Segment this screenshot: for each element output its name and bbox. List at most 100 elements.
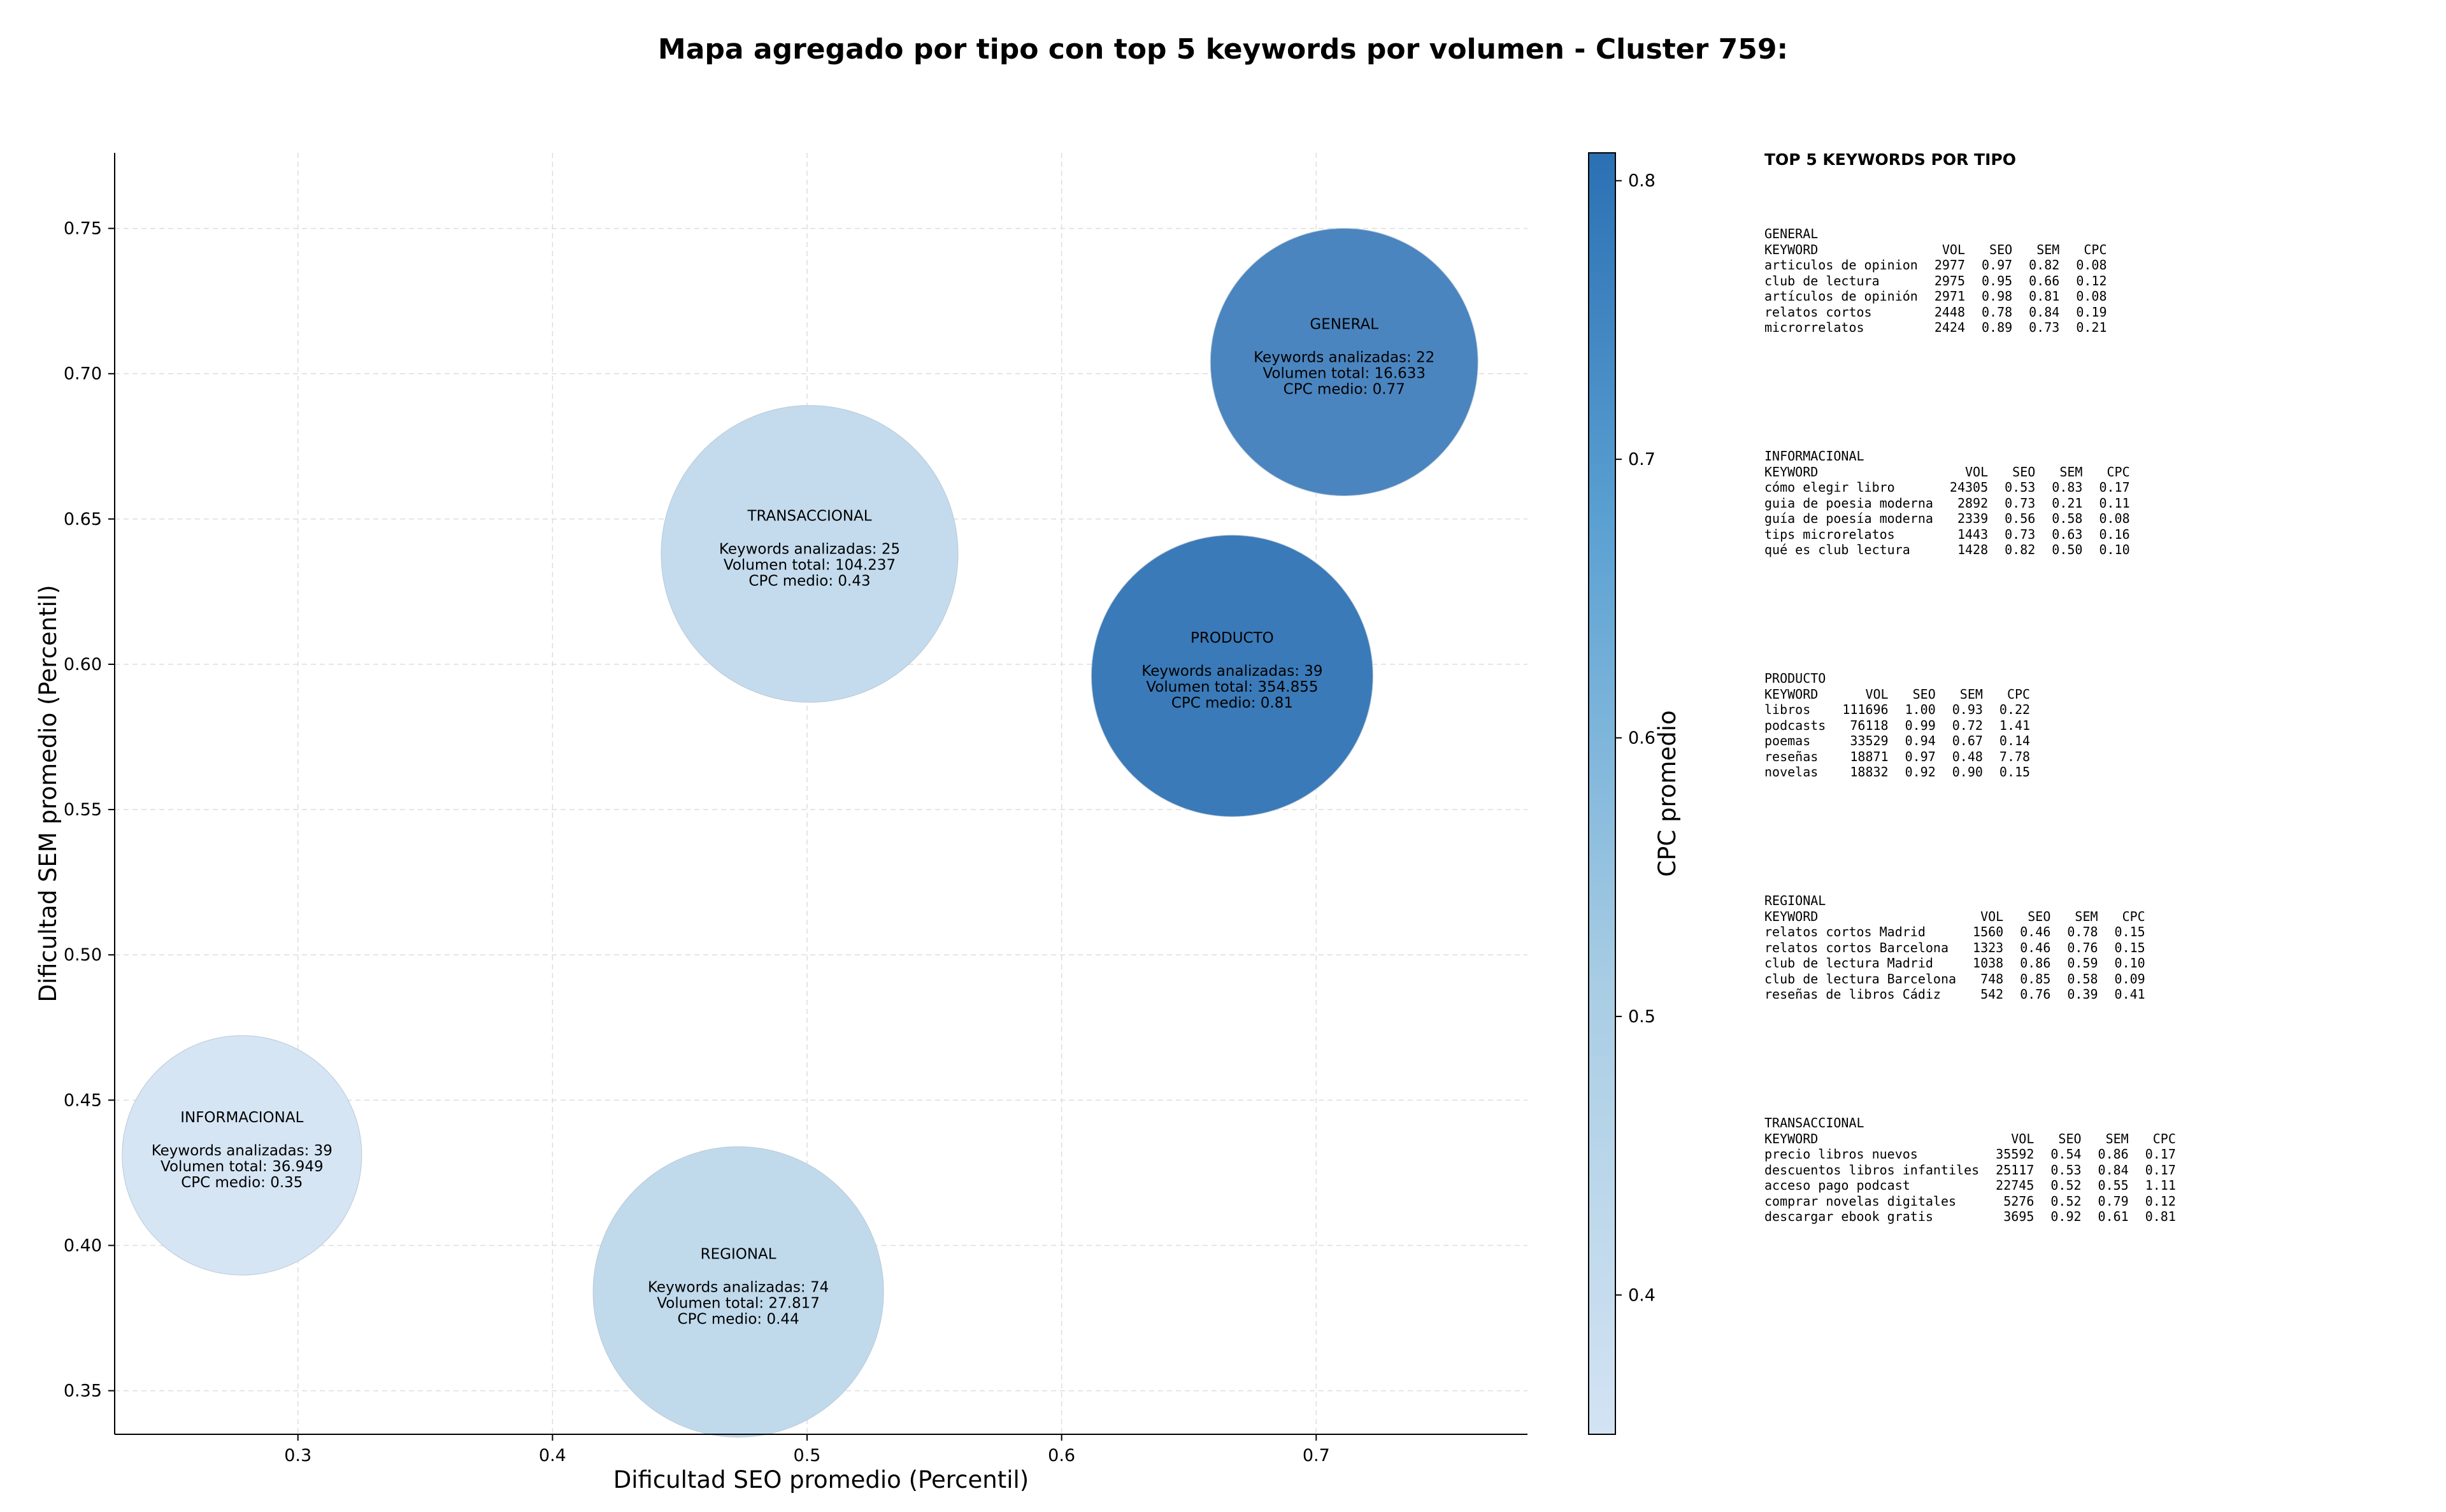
x-axis-label: Dificultad SEO promedio (Percentil) [613, 1466, 1029, 1494]
metric-cell: 25117 [1996, 1162, 2035, 1178]
keyword-cell: relatos cortos [1764, 304, 1872, 320]
metric-cell: 0.66 [2029, 273, 2060, 289]
metric-cell: 0.12 [2076, 273, 2107, 289]
keyword-group-type: TRANSACCIONAL [1764, 1115, 1864, 1130]
keyword-row: precio libros nuevos 35592 0.54 0.86 0.17 [1764, 1146, 2176, 1162]
metric-cell: 0.50 [2052, 542, 2083, 557]
keyword-table-header: KEYWORD VOL SEO SEM CPC [1764, 242, 2107, 258]
header-vol: VOL [1942, 241, 1965, 257]
header-keyword: KEYWORD [1764, 464, 1819, 480]
keyword-group-informacional: INFORMACIONAL KEYWORD VOL SEO SEM CPC cómo ele… [1764, 448, 2427, 671]
metric-cell: 0.83 [2052, 480, 2083, 495]
metric-cell: 0.92 [2050, 1209, 2082, 1224]
keyword-group-type: GENERAL [1764, 226, 1819, 241]
metric-cell: 0.78 [2067, 924, 2098, 939]
header-vol: VOL [2011, 1130, 2035, 1146]
metric-cell: 0.12 [2145, 1193, 2176, 1209]
metric-cell: 0.10 [2099, 542, 2130, 557]
header-vol: VOL [1980, 908, 2004, 924]
bubble-label-type: GENERAL [1310, 316, 1378, 332]
keyword-cell: libros [1764, 702, 1811, 717]
keyword-group-regional: REGIONAL KEYWORD VOL SEO SEM CPC relatos corto… [1764, 893, 2427, 1115]
keyword-cell: reseñas de libros Cádiz [1764, 987, 1941, 1002]
colorbar-ticks: 0.4 0.5 0.6 0.7 0.8 [1615, 171, 1656, 1305]
metric-cell: 0.46 [2020, 939, 2051, 955]
keyword-table: KEYWORD VOL SEO SEM CPC precio libros nuevos 3… [1764, 1131, 2176, 1225]
metric-cell: 1443 [1957, 526, 1989, 542]
header-keyword: KEYWORD [1764, 908, 1819, 924]
metric-cell: 0.52 [2050, 1178, 2082, 1193]
metric-cell: 1428 [1957, 542, 1989, 557]
metric-cell: 0.59 [2067, 955, 2098, 971]
top-keywords-title: TOP 5 KEYWORDS POR TIPO [1764, 150, 2016, 169]
metric-cell: 0.21 [2076, 320, 2107, 335]
keyword-cell: reseñas [1764, 748, 1819, 764]
colorbar-tick-label: 0.8 [1628, 171, 1656, 191]
metric-cell: 0.73 [2005, 495, 2036, 511]
bubble-label-keywords-label: Keywords analizadas: 22 [1254, 349, 1434, 366]
metric-cell: 0.16 [2099, 526, 2130, 542]
metric-cell: 1.11 [2145, 1178, 2176, 1193]
metric-cell: 0.89 [1982, 320, 2013, 335]
bubble-regional [592, 1146, 884, 1437]
keyword-row: reseñas de libros Cádiz 542 0.76 0.39 0.41 [1764, 987, 2145, 1002]
metric-cell: 0.56 [2005, 511, 2036, 526]
metric-cell: 0.11 [2099, 495, 2130, 511]
metric-cell: 0.81 [2029, 289, 2060, 304]
metric-cell: 1560 [1973, 924, 2004, 939]
y-tick-label: 0.60 [64, 655, 102, 674]
header-keyword: KEYWORD [1764, 241, 1819, 257]
keyword-row: guía de poesía moderna 2339 0.56 0.58 0.08 [1764, 511, 2130, 527]
metric-cell: 0.85 [2020, 971, 2051, 987]
bubble-label-cpc-label: CPC medio: 0.77 [1284, 381, 1405, 397]
bubble-label-cpc-label: CPC medio: 0.81 [1171, 695, 1293, 711]
metric-cell: 111696 [1842, 702, 1889, 717]
metric-cell: 22745 [1996, 1178, 2035, 1193]
keyword-row: podcasts 76118 0.99 0.72 1.41 [1764, 718, 2030, 734]
metric-cell: 2448 [1934, 304, 1965, 320]
metric-cell: 0.94 [1905, 733, 1936, 748]
bubble-label-volume-label: Volumen total: 354.855 [1146, 679, 1318, 695]
metric-cell: 2339 [1957, 511, 1989, 526]
keyword-group-transaccional: TRANSACCIONAL KEYWORD VOL SEO SEM CPC precio l… [1764, 1115, 2427, 1337]
keyword-cell: comprar novelas digitales [1764, 1193, 1957, 1209]
header-cpc: CPC [2122, 908, 2145, 924]
bubble-producto [1091, 534, 1373, 817]
metric-cell: 0.79 [2098, 1193, 2129, 1209]
keyword-row: poemas 33529 0.94 0.67 0.14 [1764, 733, 2030, 749]
keyword-table-header: KEYWORD VOL SEO SEM CPC [1764, 909, 2145, 925]
metric-cell: 3695 [2003, 1209, 2035, 1224]
header-sem: SEM [2105, 1130, 2129, 1146]
metric-cell: 0.55 [2098, 1178, 2129, 1193]
keyword-cell: club de lectura [1764, 273, 1880, 289]
keyword-table: KEYWORD VOL SEO SEM CPC relatos cortos Madrid… [1764, 909, 2145, 1002]
keyword-row: club de lectura Madrid 1038 0.86 0.59 0.10 [1764, 955, 2145, 971]
keyword-row: club de lectura Barcelona 748 0.85 0.58 0.09 [1764, 971, 2145, 987]
bubble-informacional [122, 1035, 362, 1276]
keyword-group-type: PRODUCTO [1764, 671, 1826, 686]
bubble-label-volume-label: Volumen total: 104.237 [724, 557, 896, 574]
keyword-group-type: INFORMACIONAL [1764, 448, 1864, 464]
metric-cell: 0.46 [2020, 924, 2051, 939]
bubble-label-volume-label: Volumen total: 16.633 [1262, 365, 1426, 382]
keyword-row: microrrelatos 2424 0.89 0.73 0.21 [1764, 320, 2107, 336]
bubble-label-cpc-label: CPC medio: 0.44 [678, 1311, 799, 1327]
metric-cell: 2892 [1957, 495, 1989, 511]
keyword-cell: relatos cortos Barcelona [1764, 939, 1949, 955]
keyword-row: descargar ebook gratis 3695 0.92 0.61 0.81 [1764, 1209, 2176, 1225]
metric-cell: 0.53 [2050, 1162, 2082, 1178]
metric-cell: 0.99 [1905, 717, 1936, 733]
keyword-row: qué es club lectura 1428 0.82 0.50 0.10 [1764, 542, 2130, 558]
header-seo: SEO [1989, 241, 2013, 257]
keyword-row: cómo elegir libro 24305 0.53 0.83 0.17 [1764, 480, 2130, 496]
keyword-table: KEYWORD VOL SEO SEM CPC articulos de opinion 2… [1764, 242, 2107, 336]
metric-cell: 0.17 [2145, 1162, 2176, 1178]
metric-cell: 76118 [1850, 717, 1889, 733]
keyword-group-producto: PRODUCTO KEYWORD VOL SEO SEM CPC libros 111696 1… [1764, 671, 2427, 893]
keyword-cell: microrrelatos [1764, 320, 1864, 335]
metric-cell: 5276 [2003, 1193, 2035, 1209]
metric-cell: 0.58 [2052, 511, 2083, 526]
header-vol: VOL [1965, 464, 1989, 480]
keyword-table-header: KEYWORD VOL SEO SEM CPC [1764, 687, 2030, 703]
